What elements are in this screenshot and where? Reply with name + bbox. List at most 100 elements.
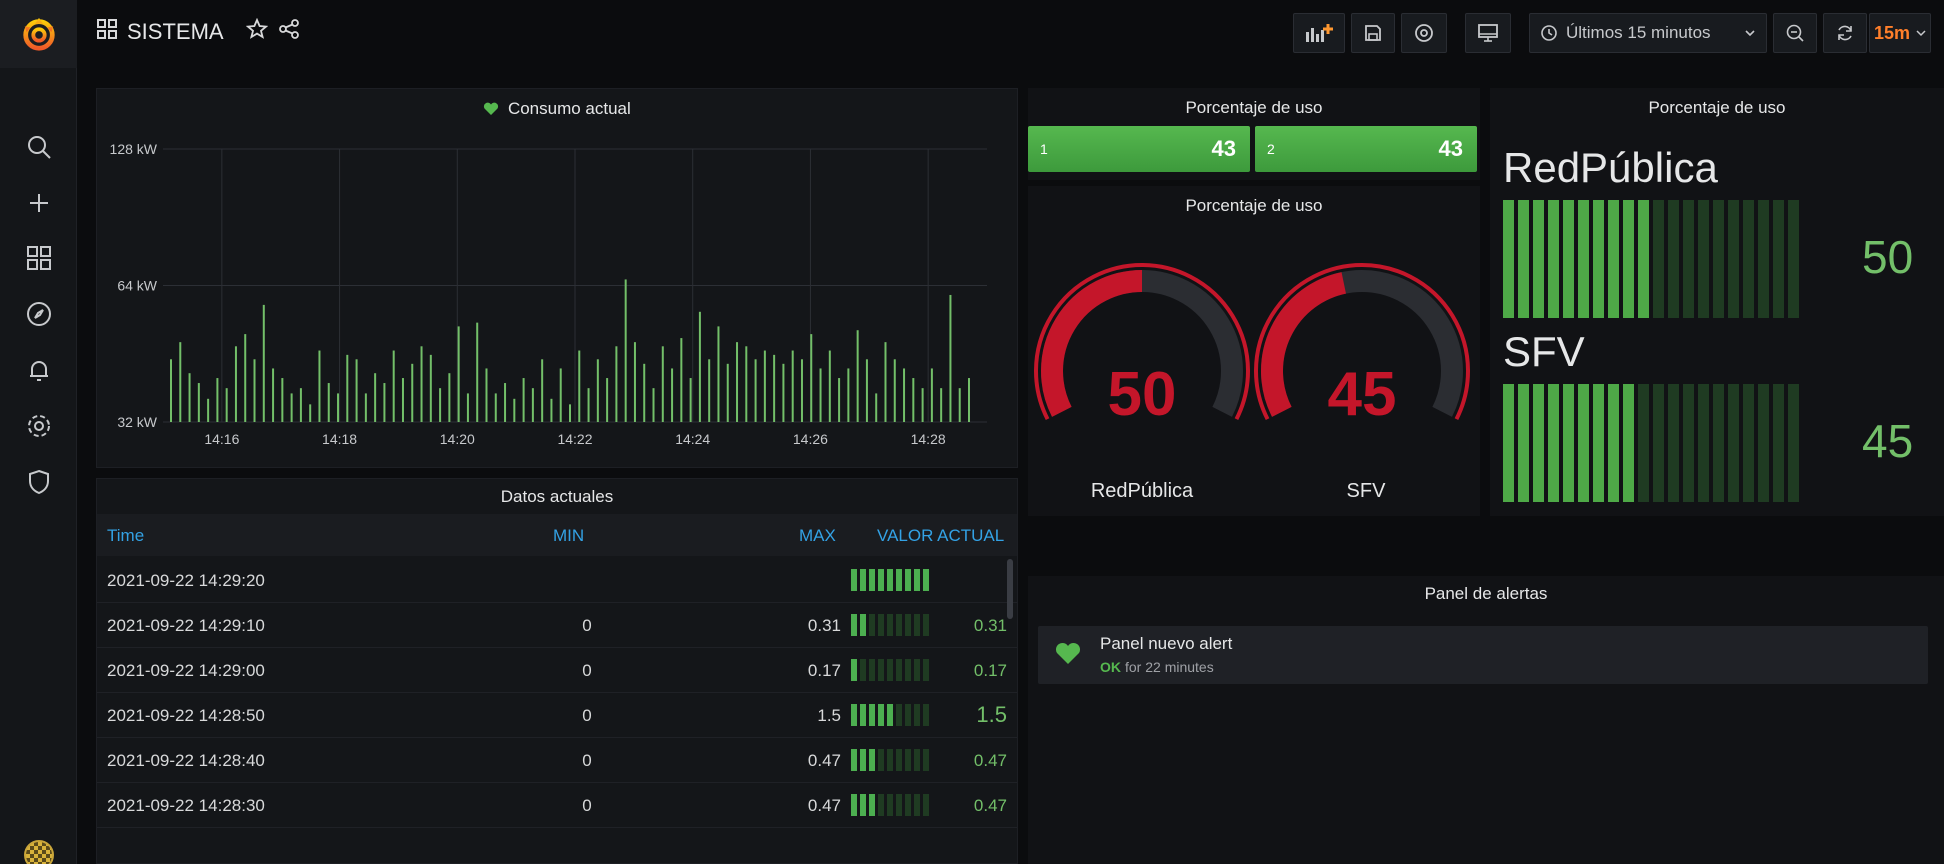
table-row[interactable]: 2021-09-22 14:28:50 0 1.5 1.5 <box>97 694 1017 738</box>
chart-bar <box>281 378 284 422</box>
chart-bar <box>513 398 516 422</box>
chart-bar <box>726 363 729 422</box>
star-icon[interactable] <box>245 17 268 46</box>
table-header: Time MIN MAX VALOR ACTUAL <box>97 514 1017 556</box>
search-icon[interactable] <box>24 132 54 162</box>
stat-panel-title: Porcentaje de uso <box>1185 98 1323 117</box>
graph-panel[interactable]: Consumo actual 128 kW 64 kW 32 kW 14:16 14:1… <box>96 88 1018 468</box>
bar-gauge-segment <box>1668 384 1679 502</box>
table-row[interactable]: 2021-09-22 14:28:40 0 0.47 0.47 <box>97 739 1017 783</box>
column-header-max[interactable]: MAX <box>799 526 836 545</box>
chart-bar <box>207 398 210 422</box>
bar-gauge-segment <box>1728 384 1739 502</box>
dashboards-icon[interactable] <box>24 243 54 273</box>
table-scrollbar[interactable] <box>1007 559 1013 619</box>
bar-gauge-segment <box>1758 200 1769 318</box>
consumption-chart: 128 kW 64 kW 32 kW 14:16 14:18 14:20 14:22 14:2… <box>110 141 987 447</box>
refresh-interval-picker[interactable]: 15m <box>1869 13 1931 53</box>
chart-bar <box>865 359 868 422</box>
y-tick-label: 64 kW <box>117 278 157 294</box>
chart-bar <box>828 350 831 422</box>
table-row[interactable]: 2021-09-22 14:29:00 0 0.17 0.17 <box>97 649 1017 693</box>
chart-bar <box>578 350 581 422</box>
chart-bar <box>346 354 349 422</box>
chart-bar <box>504 383 507 422</box>
tv-mode-button[interactable] <box>1465 13 1511 53</box>
bar-gauge-segment <box>1713 200 1724 318</box>
cell-time: 2021-09-22 14:29:10 <box>107 616 265 635</box>
cell-time: 2021-09-22 14:29:00 <box>107 661 265 680</box>
alert-panel[interactable]: Panel de alertas Panel nuevo alert OK fo… <box>1028 576 1944 864</box>
cell-value: 1.5 <box>976 702 1007 727</box>
gear-icon[interactable] <box>24 411 54 441</box>
settings-button[interactable] <box>1401 13 1447 53</box>
chart-bar <box>912 378 915 422</box>
column-header-min[interactable]: MIN <box>553 526 585 545</box>
page-title: SISTEMA <box>97 17 300 46</box>
column-header-time[interactable]: Time <box>107 526 145 545</box>
zoom-out-button[interactable] <box>1773 13 1817 53</box>
shield-icon[interactable] <box>24 467 54 497</box>
chart-bar <box>318 350 321 422</box>
bar-gauge-redpublica <box>1503 200 1799 318</box>
table-row[interactable]: 2021-09-22 14:28:30 0 0.47 0.47 <box>97 784 1017 828</box>
bar-gauge-label: SFV <box>1503 328 1585 375</box>
x-tick-label: 14:22 <box>557 431 592 447</box>
dashboards-icon[interactable] <box>97 19 117 45</box>
stat-panel[interactable]: Porcentaje de uso 1 43 2 43 <box>1028 88 1480 180</box>
topbar: SISTEMA Últimos 15 minutos <box>77 0 1944 66</box>
chart-bar <box>856 330 859 422</box>
time-range-picker[interactable]: Últimos 15 minutos <box>1529 13 1767 53</box>
alert-name[interactable]: Panel nuevo alert <box>1100 634 1233 653</box>
chart-bar <box>847 368 850 422</box>
bar-gauge-segment <box>1743 200 1754 318</box>
chart-bar <box>940 388 943 422</box>
alert-item[interactable]: Panel nuevo alert OK for 22 minutes <box>1038 626 1928 684</box>
sidebar <box>0 0 77 864</box>
dashboard-title[interactable]: SISTEMA <box>127 19 224 44</box>
bar-gauge-value: 50 <box>1862 231 1914 283</box>
bar-gauge-segment <box>1608 200 1619 318</box>
table-row[interactable]: 2021-09-22 14:29:10 0 0.31 0.31 <box>97 604 1017 648</box>
compass-icon[interactable] <box>24 299 54 329</box>
refresh-button[interactable] <box>1823 13 1867 53</box>
graph-panel-header[interactable]: Consumo actual <box>97 99 1017 121</box>
cell-max: 0.47 <box>807 751 841 770</box>
table-panel[interactable]: Datos actuales Time MIN MAX VALOR ACTUAL… <box>96 478 1018 864</box>
chart-bar <box>262 304 265 422</box>
bar-gauge-segment <box>1548 200 1559 318</box>
chart-bar <box>810 334 813 422</box>
bar-gauge-segment <box>1728 200 1739 318</box>
chart-bar <box>457 326 460 422</box>
chart-bar <box>606 378 609 422</box>
bell-icon[interactable] <box>24 355 54 385</box>
alert-state: OK <box>1100 659 1121 675</box>
table-row[interactable]: 2021-09-22 14:29:20 <box>97 559 1017 603</box>
add-panel-button[interactable] <box>1293 13 1345 53</box>
stat-value: 43 <box>1211 136 1236 161</box>
chart-bar <box>745 346 748 422</box>
cell-min: 0 <box>582 706 592 725</box>
bar-gauge-segment <box>1758 384 1769 502</box>
plus-icon[interactable] <box>24 188 54 218</box>
bar-gauge-segment <box>1593 384 1604 502</box>
chart-bar <box>949 294 952 422</box>
column-header-valor-actual[interactable]: VALOR ACTUAL <box>877 526 1005 545</box>
chart-bar <box>958 388 961 422</box>
chart-bar <box>550 398 553 422</box>
share-icon[interactable] <box>278 18 300 46</box>
x-tick-label: 14:24 <box>675 431 710 447</box>
cell-time: 2021-09-22 14:28:50 <box>107 706 265 725</box>
bar-gauge-segment <box>1503 200 1514 318</box>
chart-bar <box>838 378 841 422</box>
gauge-panel[interactable]: Porcentaje de uso 50 45 RedPública SFV <box>1028 186 1480 516</box>
save-button[interactable] <box>1351 13 1395 53</box>
gauge-label-redpublica: RedPública <box>1090 480 1194 502</box>
grafana-logo[interactable] <box>0 0 77 68</box>
bar-gauge-panel[interactable]: Porcentaje de uso RedPública 50 SFV 45 <box>1490 88 1944 516</box>
avatar[interactable] <box>24 840 54 864</box>
chart-bar <box>717 326 720 422</box>
bar-gauge-segment <box>1518 200 1529 318</box>
chart-bar <box>559 368 562 422</box>
chart-bar <box>800 359 803 422</box>
